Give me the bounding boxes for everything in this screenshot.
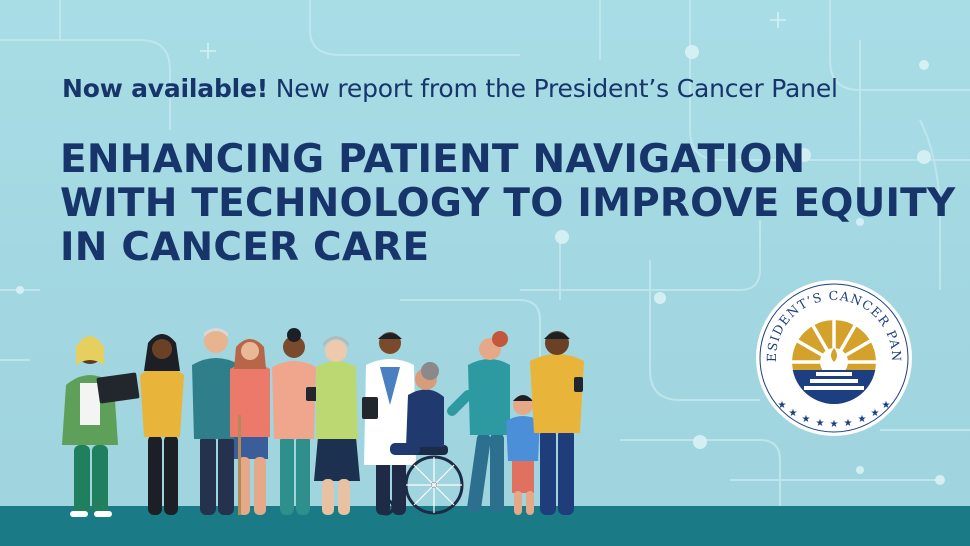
- people-illustration: [62, 328, 584, 517]
- person-woman-yellow: [140, 334, 184, 515]
- headline-line-2: WITH TECHNOLOGY TO IMPROVE EQUITY: [60, 181, 956, 226]
- person-woman-tablet: [272, 328, 326, 515]
- svg-text:★: ★: [802, 414, 811, 425]
- svg-text:★: ★: [816, 418, 825, 429]
- person-elderly-woman: [314, 336, 360, 515]
- person-doctor: [362, 332, 416, 515]
- person-laptop-woman: [62, 336, 140, 517]
- person-elderly-man: [192, 328, 240, 515]
- plus-sparkle-icon: [200, 12, 786, 59]
- person-woman-teal: [447, 331, 510, 513]
- svg-text:★: ★: [830, 419, 839, 430]
- svg-text:★: ★: [778, 400, 787, 411]
- subheadline-rest: New report from the President’s Cancer P…: [275, 74, 838, 103]
- svg-text:★: ★: [789, 408, 798, 419]
- subheadline-lead: Now available!: [62, 74, 268, 103]
- svg-text:★: ★: [858, 414, 867, 425]
- person-man-phone: [530, 331, 584, 515]
- headline-line-1: ENHANCING PATIENT NAVIGATION: [60, 137, 806, 182]
- person-boy: [506, 395, 540, 515]
- svg-text:★: ★: [844, 418, 853, 429]
- subheadline: Now available! New report from the Presi…: [62, 74, 838, 103]
- flame-icon: [831, 348, 837, 362]
- ground-strip: [0, 506, 970, 546]
- seal-logo: PRESIDENT’S CANCER PANEL ★ ★ ★ ★: [754, 278, 912, 436]
- person-woman-cane: [230, 339, 270, 515]
- person-wheelchair: [377, 362, 464, 516]
- svg-text:★: ★: [871, 408, 880, 419]
- headline: ENHANCING PATIENT NAVIGATION WITH TECHNO…: [60, 137, 956, 270]
- headline-line-3: IN CANCER CARE: [60, 225, 430, 270]
- svg-text:★: ★: [882, 400, 891, 411]
- seal-stars: ★ ★ ★ ★ ★ ★ ★ ★ ★: [778, 400, 891, 430]
